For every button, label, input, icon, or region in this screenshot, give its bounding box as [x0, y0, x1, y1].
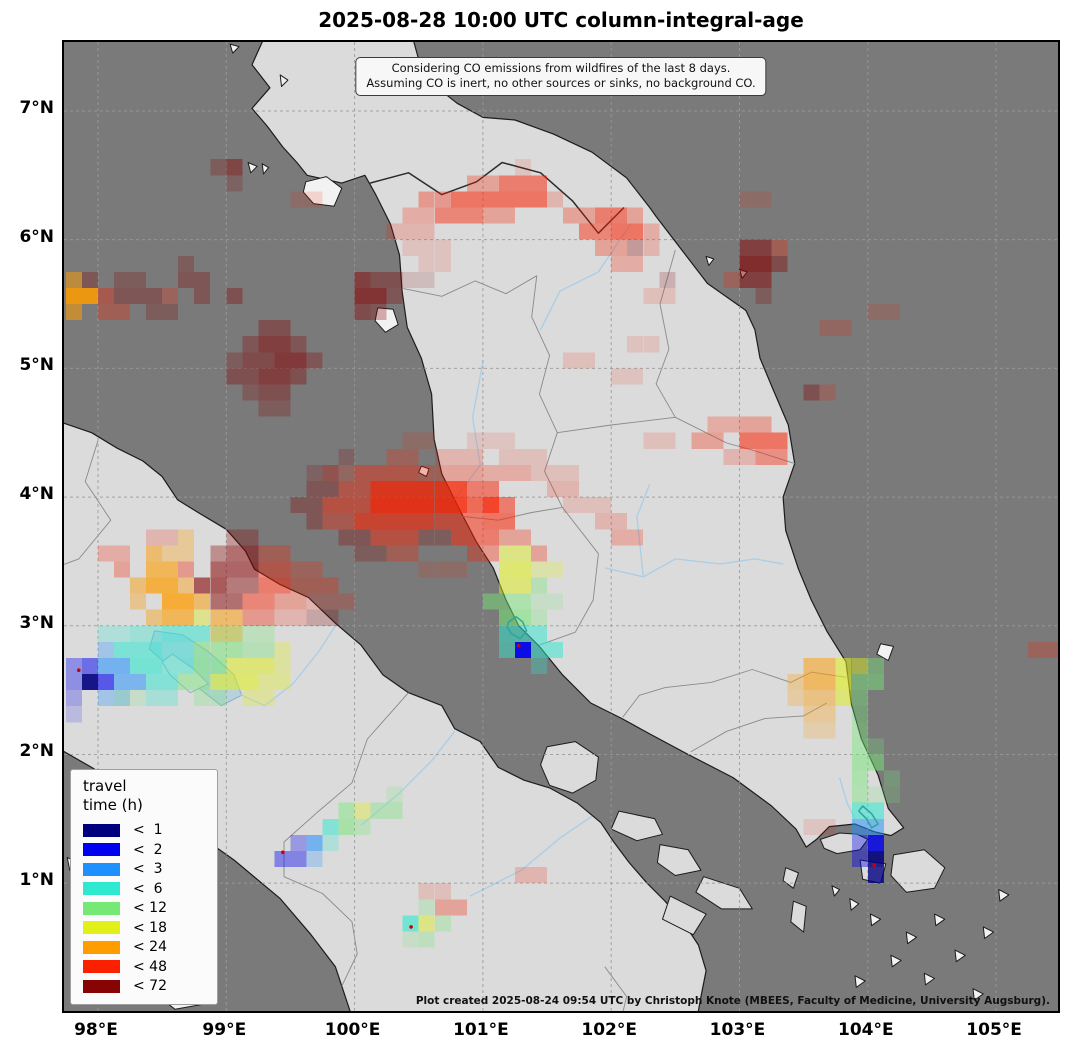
legend-swatch-lt48: [83, 960, 120, 974]
x-tick-104e: 104°E: [837, 1020, 894, 1040]
legend-row: < 3: [83, 860, 209, 880]
y-tick-3n: 3°N: [19, 612, 54, 633]
x-tick-101e: 101°E: [453, 1020, 509, 1040]
legend-swatch-lt1: [83, 823, 120, 837]
legend-swatch-lt3: [83, 862, 120, 876]
legend: travel time (h) < 1 < 2 < 3 < 6 < 12 < 1…: [70, 768, 218, 1005]
y-tick-7n: 7°N: [19, 97, 54, 118]
legend-row: < 48: [83, 957, 209, 977]
legend-row: < 6: [83, 879, 209, 899]
annotation-line-1: Considering CO emissions from wildfires …: [391, 61, 731, 75]
x-tick-103e: 103°E: [709, 1020, 766, 1040]
legend-swatch-lt2: [83, 843, 120, 857]
annotation-box: Considering CO emissions from wildfires …: [355, 57, 767, 96]
map-plot-area: Considering CO emissions from wildfires …: [62, 40, 1060, 1013]
page-title: 2025-08-28 10:00 UTC column-integral-age: [318, 8, 804, 32]
legend-row: < 18: [83, 918, 209, 938]
legend-title: travel time (h): [83, 776, 143, 815]
attribution-text: Plot created 2025-08-24 09:54 UTC by Chr…: [415, 995, 1050, 1007]
x-tick-102e: 102°E: [581, 1020, 637, 1040]
legend-swatch-lt24: [83, 940, 120, 954]
legend-row: < 2: [83, 840, 209, 860]
y-tick-5n: 5°N: [19, 355, 54, 376]
map-canvas: [64, 42, 1058, 1011]
legend-row: < 72: [83, 977, 209, 997]
x-tick-99e: 99°E: [202, 1020, 247, 1040]
x-tick-100e: 100°E: [324, 1020, 381, 1040]
legend-row: < 1: [83, 821, 209, 841]
y-tick-1n: 1°N: [19, 870, 54, 891]
legend-row: < 24: [83, 938, 209, 958]
legend-row: < 12: [83, 899, 209, 919]
x-tick-98e: 98°E: [74, 1020, 118, 1040]
x-tick-105e: 105°E: [966, 1020, 1022, 1040]
legend-swatch-lt72: [83, 979, 120, 993]
legend-swatch-lt6: [83, 882, 120, 896]
annotation-line-2: Assuming CO is inert, no other sources o…: [366, 75, 756, 90]
legend-swatch-lt12: [83, 901, 120, 915]
legend-swatch-lt18: [83, 921, 120, 935]
y-tick-2n: 2°N: [19, 741, 54, 762]
y-tick-6n: 6°N: [19, 226, 54, 247]
y-tick-4n: 4°N: [19, 484, 54, 505]
